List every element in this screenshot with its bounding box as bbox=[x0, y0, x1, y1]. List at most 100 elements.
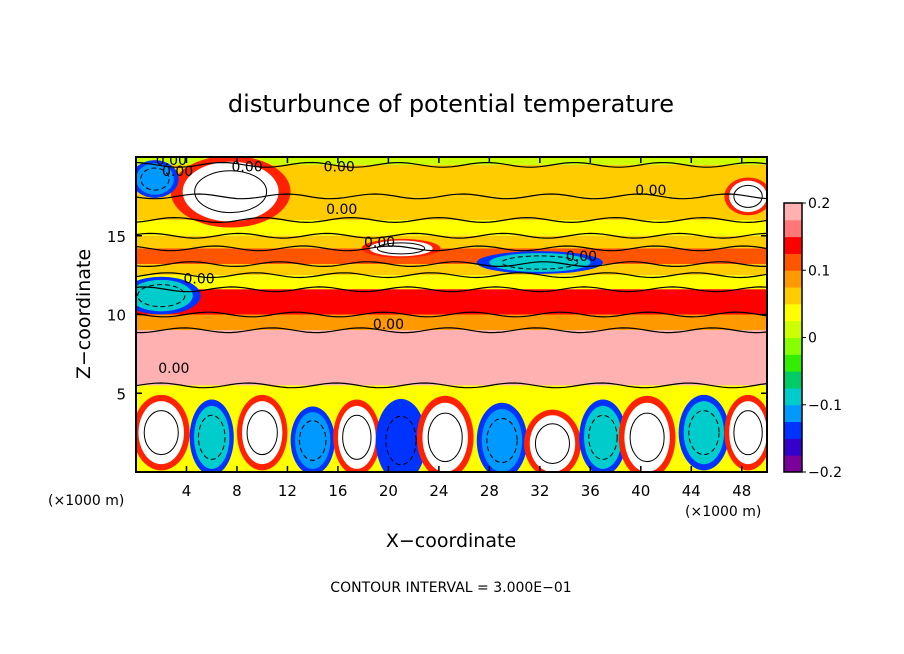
contour-blob-6 bbox=[143, 410, 179, 456]
x-tick-label-3: 16 bbox=[328, 482, 347, 500]
field-band-7 bbox=[136, 275, 767, 290]
x-axis-ticks: 4 8 12 16 20 24 28 32 36 40 44 48 bbox=[182, 157, 751, 500]
contour-blob-17 bbox=[688, 410, 720, 456]
contour-label-4: 0.00 bbox=[635, 183, 666, 199]
contour-label-3: 0.00 bbox=[324, 159, 355, 175]
colorbar-swatch-13 bbox=[784, 236, 802, 254]
contour-line-5 bbox=[136, 245, 767, 252]
colorbar-tick-label-4: −0.2 bbox=[808, 465, 842, 481]
contour-blob-9 bbox=[298, 420, 327, 461]
heatmap-field bbox=[136, 157, 767, 472]
contour-line-4 bbox=[136, 232, 767, 239]
contour-line-7 bbox=[136, 272, 767, 279]
colorbar-swatch-2 bbox=[784, 421, 802, 439]
contour-lines bbox=[136, 161, 767, 466]
contour-line-6 bbox=[136, 261, 767, 268]
field-band-3 bbox=[136, 220, 767, 236]
colorbar-swatch-15 bbox=[784, 203, 802, 221]
contour-line-11 bbox=[136, 382, 767, 389]
contour-line-3 bbox=[136, 216, 767, 224]
contour-label-1: 0.00 bbox=[162, 164, 193, 180]
colorbar-swatch-3 bbox=[784, 404, 802, 423]
contour-blob-8 bbox=[246, 410, 278, 456]
contour-blob-14 bbox=[534, 423, 570, 464]
colorbar-tick-label-3: −0.1 bbox=[808, 398, 842, 414]
colorbar-swatch-10 bbox=[784, 287, 802, 305]
contour-label-6: 0.00 bbox=[364, 235, 395, 251]
contour-label-8: 0.00 bbox=[184, 271, 215, 287]
contour-blob-2 bbox=[137, 284, 186, 308]
contour-blob-4 bbox=[501, 255, 579, 270]
colorbar-swatch-12 bbox=[784, 253, 802, 271]
contour-blob-0 bbox=[194, 170, 268, 214]
contour-blob-10 bbox=[342, 414, 372, 460]
contour-blob-13 bbox=[486, 417, 518, 464]
contour-blob-7 bbox=[197, 414, 226, 460]
contour-label-7: 0.00 bbox=[566, 249, 597, 265]
x-axis-label: X−coordinate bbox=[386, 530, 516, 552]
x-tick-label-9: 40 bbox=[631, 482, 650, 500]
y-tick-label-0: 5 bbox=[116, 385, 126, 403]
contour-blob-12 bbox=[427, 412, 463, 463]
contour-label-9: 0.00 bbox=[373, 317, 404, 333]
contour-label-0: 0.00 bbox=[156, 153, 187, 169]
colorbar-swatch-11 bbox=[784, 270, 802, 288]
x-tick-label-11: 48 bbox=[732, 482, 751, 500]
field-blob-13 bbox=[481, 409, 523, 472]
colorbar-swatch-7 bbox=[784, 337, 802, 355]
colorbar-tick-label-1: 0.1 bbox=[808, 263, 830, 279]
colorbar-tick-label-0: 0.2 bbox=[808, 196, 830, 212]
colorbar-swatch-14 bbox=[784, 219, 802, 238]
x-tick-label-7: 32 bbox=[530, 482, 549, 500]
y-tick-label-1: 10 bbox=[107, 307, 126, 325]
contour-label-2: 0.00 bbox=[231, 159, 262, 175]
contour-line-9 bbox=[136, 311, 767, 318]
contour-blob-1 bbox=[140, 167, 170, 191]
contour-line-2 bbox=[136, 193, 767, 200]
x-tick-label-1: 8 bbox=[232, 482, 242, 500]
contour-labels: 0.000.00 0.00 0.000.000.000.000.000.000.00… bbox=[156, 153, 667, 377]
x-tick-label-4: 20 bbox=[379, 482, 398, 500]
field-band-8 bbox=[136, 289, 767, 315]
contour-blob-5 bbox=[376, 242, 426, 255]
field-blob-11 bbox=[380, 405, 422, 472]
field-band-5 bbox=[136, 248, 767, 265]
x-tick-label-2: 12 bbox=[278, 482, 297, 500]
colorbar-swatch-1 bbox=[784, 438, 802, 456]
contour-line-1 bbox=[136, 161, 767, 168]
colorbar: 0.2 0.1 0 −0.1 −0.2 bbox=[783, 196, 842, 481]
field-band-4 bbox=[136, 235, 767, 249]
field-band-9 bbox=[136, 314, 767, 331]
colorbar-tick-label-2: 0 bbox=[808, 331, 817, 347]
chart-title: disturbunce of potential temperature bbox=[228, 90, 674, 118]
contour-line-10 bbox=[136, 327, 767, 334]
field-blob-17 bbox=[683, 401, 725, 465]
colorbar-swatch-4 bbox=[784, 387, 802, 406]
y-axis-ticks: 5 10 15 bbox=[107, 228, 767, 403]
contour-interval-footnote: CONTOUR INTERVAL = 3.000E−01 bbox=[330, 580, 571, 596]
field-band-2 bbox=[136, 196, 767, 220]
colorbar-swatch-0 bbox=[784, 455, 802, 473]
field-band-10 bbox=[136, 330, 767, 386]
field-band-0 bbox=[136, 157, 767, 165]
x-tick-label-0: 4 bbox=[182, 482, 192, 500]
field-blob-0 bbox=[182, 161, 279, 222]
contour-blob-15 bbox=[588, 414, 618, 460]
y-tick-label-2: 15 bbox=[107, 228, 126, 246]
contour-blob-11 bbox=[385, 415, 417, 466]
contour-blob-18 bbox=[733, 410, 763, 456]
contour-blob-16 bbox=[629, 412, 665, 463]
x-tick-label-8: 36 bbox=[581, 482, 600, 500]
x-unit-label: (×1000 m) bbox=[48, 493, 124, 509]
field-band-6 bbox=[136, 264, 767, 276]
contour-label-10: 0.00 bbox=[158, 361, 189, 377]
colorbar-swatch-8 bbox=[784, 320, 802, 338]
contour-blob-3 bbox=[733, 184, 763, 208]
contour-line-8 bbox=[136, 286, 767, 293]
x-unit-label-right: (×1000 m) bbox=[685, 504, 761, 520]
x-tick-label-5: 24 bbox=[429, 482, 448, 500]
colorbar-swatch-9 bbox=[784, 303, 802, 322]
contour-label-5: 0.00 bbox=[326, 202, 357, 218]
x-tick-label-6: 28 bbox=[480, 482, 499, 500]
